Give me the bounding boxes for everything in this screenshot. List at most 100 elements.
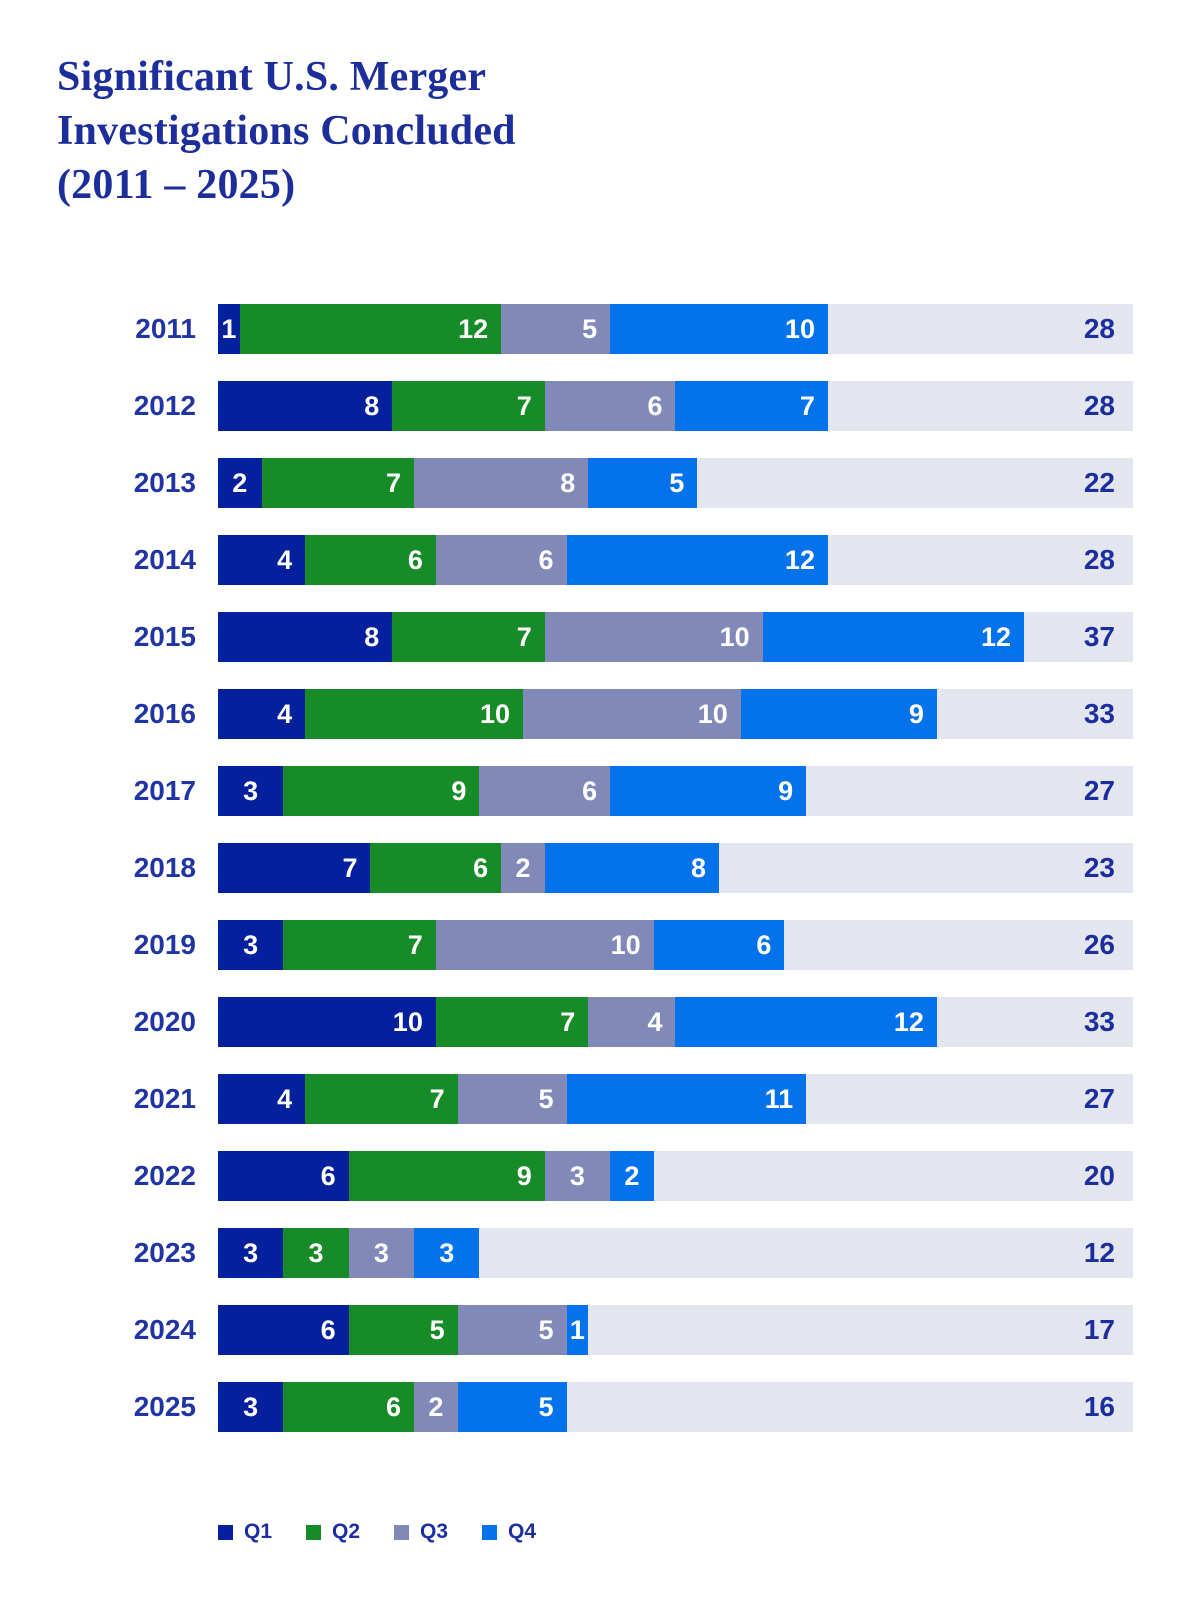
bar-segment-q3-2021: 5 (457, 1074, 567, 1124)
bar-value: 6 (320, 1314, 336, 1345)
total-label-2014: 28 (1083, 544, 1115, 575)
bar-segment-q4-2016: 9 (740, 689, 937, 739)
bar-segment-q1-2021: 4 (218, 1074, 306, 1124)
bar-segment-q3-2012: 6 (544, 381, 676, 431)
chart-row-2025: 2025 3 6 2 5 16 (57, 1382, 1133, 1432)
bar-segment-q2-2013: 7 (261, 458, 415, 508)
chart-row-2023: 2023 3 3 3 3 12 (57, 1228, 1133, 1278)
bar-value: 3 (569, 1160, 585, 1191)
bar-value: 9 (908, 698, 924, 729)
bar-track-2013: 2 7 8 5 22 (218, 458, 1133, 508)
bar-segment-q1-2013: 2 (218, 458, 262, 508)
bar-value: 6 (320, 1160, 336, 1191)
bar-value: 10 (784, 313, 815, 344)
bar-value: 5 (538, 1083, 554, 1114)
bar-value: 7 (342, 852, 358, 883)
bar-track-2020: 10 7 4 12 33 (218, 997, 1133, 1047)
bar-value: 6 (473, 852, 489, 883)
year-label-2015: 2015 (133, 621, 196, 652)
bar-value: 2 (428, 1391, 444, 1422)
legend-swatch-q1 (218, 1524, 233, 1540)
bar-value: 3 (308, 1237, 324, 1268)
year-label-2025: 2025 (133, 1391, 196, 1422)
bar-value: 3 (243, 1391, 259, 1422)
bar-segment-q3-2017: 6 (479, 766, 611, 816)
bar-segment-q4-2025: 5 (457, 1382, 567, 1432)
chart-row-2020: 2020 10 7 4 12 33 (57, 997, 1133, 1047)
bar-segment-q2-2011: 12 (239, 304, 502, 354)
total-label-2015: 37 (1083, 621, 1115, 652)
bar-segment-q4-2017: 9 (610, 766, 807, 816)
bar-track-2023: 3 3 3 3 12 (218, 1228, 1133, 1278)
chart-row-2015: 2015 8 7 10 12 37 (57, 612, 1133, 662)
bar-value: 8 (691, 852, 707, 883)
bar-track-2016: 4 10 10 9 33 (218, 689, 1133, 739)
bar-value: 6 (582, 775, 598, 806)
legend-label-q1: Q1 (244, 1520, 273, 1543)
chart-row-2014: 2014 4 6 6 12 28 (57, 535, 1133, 585)
bar-segment-q1-2025: 3 (218, 1382, 284, 1432)
bar-value: 8 (364, 390, 380, 421)
bar-value: 3 (243, 1237, 259, 1268)
chart-row-2019: 2019 3 7 10 6 26 (57, 920, 1133, 970)
bar-value: 9 (451, 775, 467, 806)
bar-value: 10 (697, 698, 728, 729)
bar-value: 11 (764, 1083, 794, 1114)
bar-track-2022: 6 9 3 2 20 (218, 1151, 1133, 1201)
year-label-2012: 2012 (133, 390, 196, 421)
bar-segment-q2-2024: 5 (348, 1305, 458, 1355)
bar-segment-q1-2014: 4 (218, 535, 306, 585)
bar-track-2011: 1 12 5 10 28 (218, 304, 1133, 354)
bar-value: 10 (392, 1006, 423, 1037)
bar-segment-q3-2018: 2 (501, 843, 545, 893)
bar-segment-q2-2014: 6 (305, 535, 436, 585)
total-label-2016: 33 (1083, 698, 1115, 729)
title-line-1: Significant U.S. Merger (57, 54, 487, 100)
bar-track-2012: 8 7 6 7 28 (218, 381, 1133, 431)
legend-item-q2: Q2 (306, 1520, 360, 1544)
bar-value: 12 (980, 621, 1012, 652)
total-label-2011: 28 (1083, 313, 1115, 344)
bar-track-2024: 6 5 5 1 17 (218, 1305, 1133, 1355)
year-label-2014: 2014 (133, 544, 196, 575)
bar-segment-q4-2018: 8 (544, 843, 720, 893)
legend-item-q1: Q1 (218, 1520, 272, 1544)
bar-value: 12 (458, 313, 489, 344)
bar-value: 5 (538, 1314, 554, 1345)
bar-segment-q4-2012: 7 (675, 381, 828, 431)
bar-segment-q3-2024: 5 (457, 1305, 567, 1355)
bar-value: 4 (647, 1006, 663, 1037)
bar-segment-q3-2019: 10 (435, 920, 654, 970)
bar-value: 9 (516, 1160, 532, 1191)
bar-value: 3 (243, 929, 259, 960)
bar-value: 6 (647, 390, 663, 421)
bar-value: 4 (277, 544, 293, 575)
bar-track-2018: 7 6 2 8 23 (218, 843, 1133, 893)
year-label-2020: 2020 (133, 1006, 196, 1037)
bar-segment-q1-2022: 6 (218, 1151, 349, 1201)
page: Significant U.S. Merger Investigations C… (57, 54, 1133, 1544)
bar-segment-q3-2014: 6 (435, 535, 567, 585)
bar-value: 4 (277, 698, 293, 729)
bar-segment-q4-2020: 12 (675, 997, 937, 1047)
bar-segment-q1-2015: 8 (218, 612, 393, 662)
total-label-2024: 17 (1083, 1314, 1115, 1345)
bar-segment-q1-2011: 1 (218, 304, 240, 354)
bar-segment-q4-2021: 11 (566, 1074, 807, 1124)
bar-track-2021: 4 7 5 11 27 (218, 1074, 1133, 1124)
bar-value: 4 (277, 1083, 293, 1114)
bar-value: 7 (516, 621, 532, 652)
bar-value: 3 (373, 1237, 389, 1268)
bar-value: 5 (538, 1391, 554, 1422)
total-label-2022: 20 (1083, 1160, 1115, 1191)
bar-segment-q2-2025: 6 (283, 1382, 415, 1432)
bar-segment-q4-2011: 10 (610, 304, 828, 354)
bar-segment-q3-2015: 10 (544, 612, 763, 662)
bar-value: 5 (669, 467, 685, 498)
chart-row-2012: 2012 8 7 6 7 28 (57, 381, 1133, 431)
total-label-2012: 28 (1083, 390, 1115, 421)
bar-value: 7 (516, 390, 532, 421)
bar-track-2025: 3 6 2 5 16 (218, 1382, 1133, 1432)
bar-segment-q4-2023: 3 (414, 1228, 480, 1278)
year-label-2011: 2011 (135, 313, 196, 344)
